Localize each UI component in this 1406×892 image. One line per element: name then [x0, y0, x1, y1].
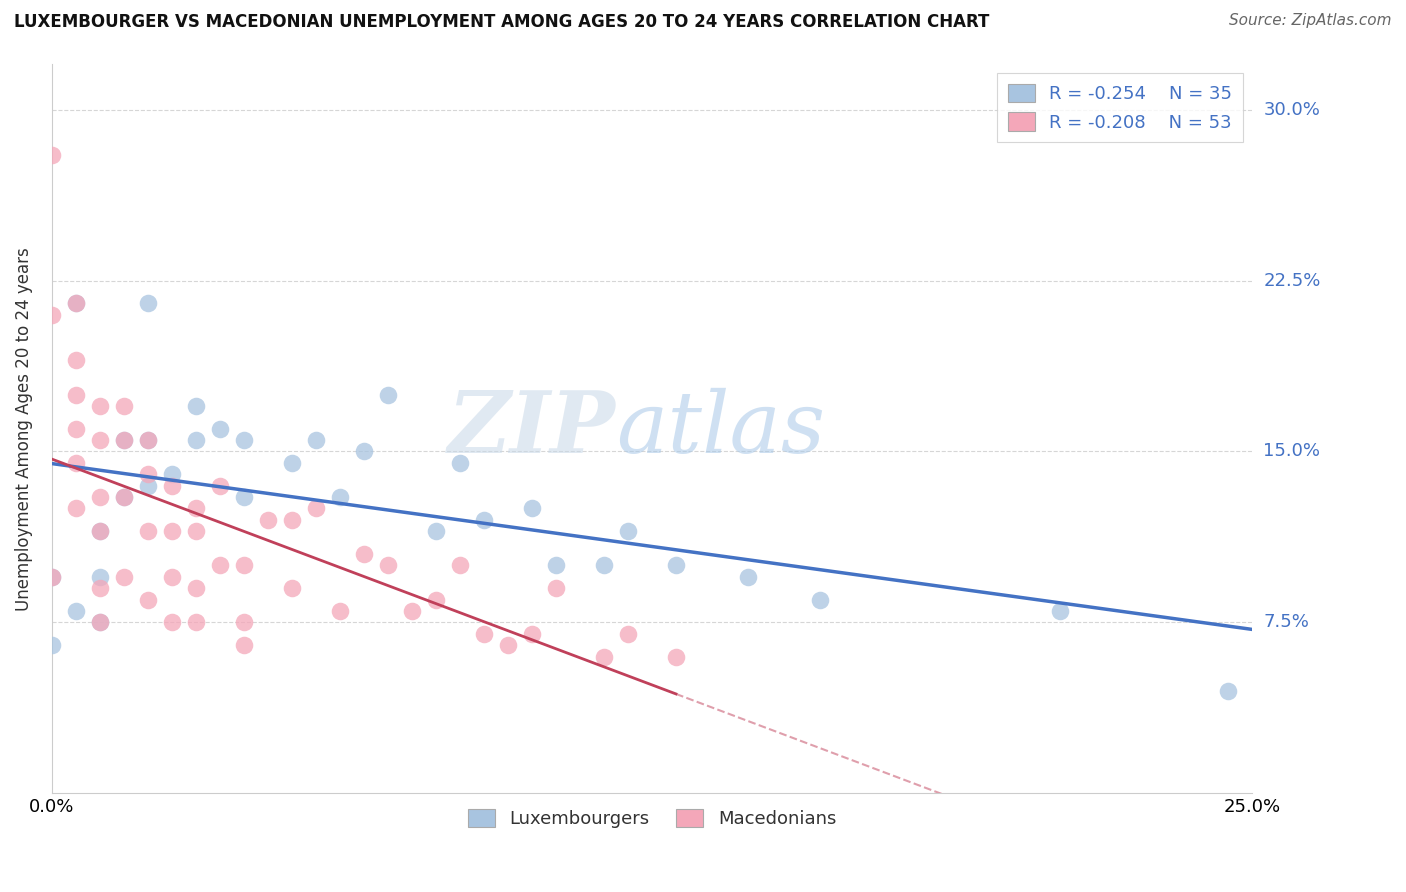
Point: [232, 558, 254, 573]
Point: [208, 478, 231, 492]
Text: ZIP: ZIP: [449, 387, 616, 470]
Point: [232, 615, 254, 630]
Point: [184, 524, 207, 539]
Point: [472, 627, 495, 641]
Point: [472, 513, 495, 527]
Point: [136, 433, 159, 447]
Point: [65, 296, 87, 310]
Text: 15.0%: 15.0%: [1264, 442, 1320, 460]
Point: [89, 524, 111, 539]
Text: 7.5%: 7.5%: [1264, 614, 1309, 632]
Point: [281, 581, 304, 595]
Point: [89, 399, 111, 413]
Point: [305, 433, 328, 447]
Point: [89, 615, 111, 630]
Point: [89, 581, 111, 595]
Point: [160, 478, 183, 492]
Point: [329, 490, 352, 504]
Point: [41, 638, 63, 652]
Point: [65, 296, 87, 310]
Point: [281, 456, 304, 470]
Point: [1218, 683, 1240, 698]
Point: [112, 433, 135, 447]
Point: [112, 490, 135, 504]
Point: [136, 524, 159, 539]
Point: [65, 456, 87, 470]
Point: [593, 649, 616, 664]
Point: [377, 387, 399, 401]
Point: [184, 615, 207, 630]
Point: [65, 501, 87, 516]
Point: [41, 570, 63, 584]
Point: [232, 490, 254, 504]
Point: [808, 592, 831, 607]
Point: [160, 524, 183, 539]
Legend: Luxembourgers, Macedonians: Luxembourgers, Macedonians: [460, 802, 844, 836]
Point: [65, 387, 87, 401]
Point: [496, 638, 519, 652]
Point: [232, 433, 254, 447]
Point: [1049, 604, 1071, 618]
Point: [544, 581, 567, 595]
Point: [520, 501, 543, 516]
Point: [136, 467, 159, 482]
Text: 22.5%: 22.5%: [1264, 271, 1320, 290]
Point: [112, 570, 135, 584]
Point: [449, 456, 471, 470]
Point: [425, 524, 447, 539]
Point: [617, 524, 640, 539]
Point: [353, 547, 375, 561]
Point: [329, 604, 352, 618]
Point: [208, 558, 231, 573]
Point: [401, 604, 423, 618]
Point: [520, 627, 543, 641]
Point: [737, 570, 759, 584]
Point: [184, 433, 207, 447]
Point: [136, 592, 159, 607]
Point: [544, 558, 567, 573]
Point: [353, 444, 375, 458]
Point: [89, 433, 111, 447]
Point: [665, 649, 688, 664]
Point: [65, 604, 87, 618]
Point: [89, 524, 111, 539]
Point: [160, 615, 183, 630]
Point: [256, 513, 278, 527]
Point: [89, 615, 111, 630]
Text: LUXEMBOURGER VS MACEDONIAN UNEMPLOYMENT AMONG AGES 20 TO 24 YEARS CORRELATION CH: LUXEMBOURGER VS MACEDONIAN UNEMPLOYMENT …: [14, 13, 990, 31]
Point: [89, 570, 111, 584]
Point: [305, 501, 328, 516]
Point: [136, 433, 159, 447]
Point: [136, 296, 159, 310]
Point: [281, 513, 304, 527]
Point: [425, 592, 447, 607]
Point: [593, 558, 616, 573]
Point: [208, 422, 231, 436]
Point: [184, 399, 207, 413]
Point: [112, 399, 135, 413]
Point: [232, 638, 254, 652]
Point: [112, 433, 135, 447]
Point: [665, 558, 688, 573]
Text: atlas: atlas: [616, 387, 825, 470]
Y-axis label: Unemployment Among Ages 20 to 24 years: Unemployment Among Ages 20 to 24 years: [15, 247, 32, 611]
Point: [65, 422, 87, 436]
Point: [89, 490, 111, 504]
Text: 30.0%: 30.0%: [1264, 101, 1320, 119]
Text: Source: ZipAtlas.com: Source: ZipAtlas.com: [1229, 13, 1392, 29]
Point: [184, 501, 207, 516]
Point: [377, 558, 399, 573]
Point: [41, 308, 63, 322]
Point: [617, 627, 640, 641]
Point: [184, 581, 207, 595]
Point: [112, 490, 135, 504]
Point: [41, 148, 63, 162]
Point: [449, 558, 471, 573]
Point: [65, 353, 87, 368]
Point: [160, 570, 183, 584]
Point: [160, 467, 183, 482]
Point: [41, 570, 63, 584]
Point: [136, 478, 159, 492]
